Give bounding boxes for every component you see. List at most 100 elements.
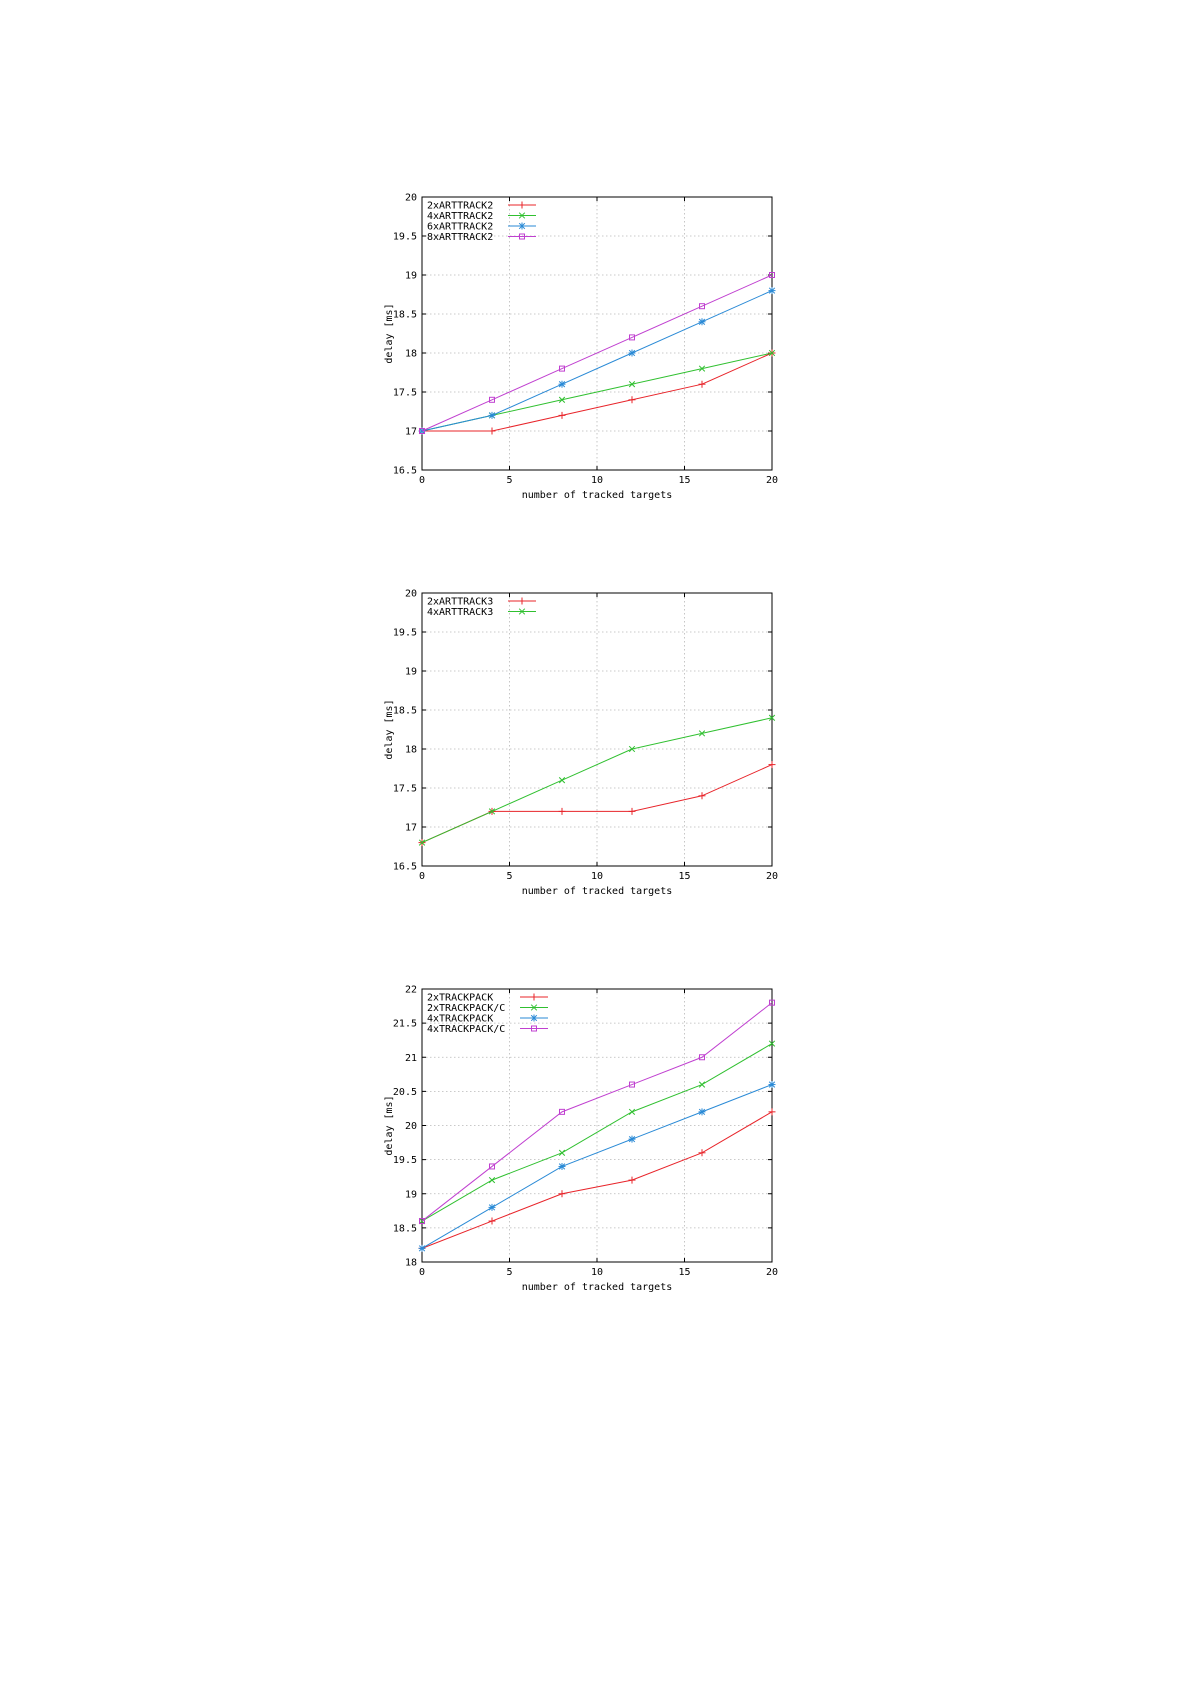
data-point bbox=[699, 1054, 705, 1061]
data-point bbox=[768, 1081, 776, 1089]
y-tick-label: 16.5 bbox=[393, 862, 417, 873]
y-tick-label: 17.5 bbox=[393, 388, 417, 399]
marker-stroke bbox=[559, 365, 565, 372]
marker-stroke bbox=[418, 839, 426, 846]
data-point bbox=[518, 212, 526, 219]
x-tick-label: 10 bbox=[591, 1267, 603, 1278]
data-point bbox=[628, 807, 636, 815]
data-point bbox=[768, 714, 776, 721]
marker-stroke bbox=[628, 1135, 636, 1143]
y-tick-label: 20 bbox=[405, 589, 417, 600]
data-point bbox=[628, 396, 636, 404]
marker-stroke bbox=[558, 1163, 566, 1170]
data-point bbox=[531, 1025, 537, 1032]
data-point bbox=[488, 411, 496, 419]
y-tick-label: 20 bbox=[405, 193, 417, 204]
marker-stroke bbox=[698, 365, 706, 372]
marker-stroke bbox=[698, 1108, 706, 1116]
y-tick-label: 20.5 bbox=[393, 1087, 417, 1098]
legend-label: 2xTRACKPACK/C bbox=[427, 1003, 505, 1014]
data-point bbox=[418, 1244, 426, 1252]
data-point bbox=[698, 1108, 706, 1116]
x-tick-label: 0 bbox=[419, 1267, 425, 1278]
x-tick-label: 0 bbox=[419, 475, 425, 486]
x-tick-label: 15 bbox=[678, 475, 690, 486]
y-tick-label: 19.5 bbox=[393, 232, 417, 243]
marker-stroke bbox=[768, 714, 776, 721]
y-tick-label: 21.5 bbox=[393, 1019, 417, 1030]
legend-label: 4xARTTRACK2 bbox=[427, 211, 493, 222]
data-point bbox=[628, 1108, 636, 1116]
chart-svg: 0 5 10 15 20 16.5 17 17.5 18 18.5 19 19.5 20 number o… bbox=[384, 193, 778, 502]
marker-stroke bbox=[768, 1040, 776, 1047]
data-point bbox=[418, 839, 426, 846]
y-tick-label: 19 bbox=[405, 667, 417, 678]
data-point bbox=[629, 1081, 635, 1088]
data-point bbox=[488, 427, 496, 435]
data-point bbox=[698, 792, 706, 800]
x-tick-label: 5 bbox=[506, 871, 512, 882]
marker-stroke bbox=[489, 1163, 495, 1170]
marker-stroke bbox=[488, 1176, 496, 1184]
marker-stroke bbox=[628, 745, 636, 753]
data-point bbox=[488, 808, 496, 815]
x-tick-label: 5 bbox=[506, 475, 512, 486]
marker-stroke bbox=[518, 212, 526, 219]
x-axis-label: number of tracked targets bbox=[522, 886, 673, 897]
data-point bbox=[419, 1218, 425, 1225]
marker-stroke bbox=[518, 608, 526, 615]
legend-label: 4xARTTRACK3 bbox=[427, 607, 493, 618]
series-line bbox=[421, 274, 773, 432]
marker-stroke bbox=[768, 1081, 776, 1088]
chart-artrack2: 0 5 10 15 20 16.5 17 17.5 18 18.5 19 19.5 20 number o… bbox=[380, 185, 850, 525]
marker-stroke bbox=[488, 1204, 496, 1211]
data-point bbox=[488, 1217, 496, 1225]
marker-stroke bbox=[769, 999, 775, 1006]
data-point bbox=[628, 381, 636, 388]
y-tick-label: 18 bbox=[405, 745, 417, 756]
data-point bbox=[489, 396, 495, 403]
data-point bbox=[768, 349, 776, 357]
data-point bbox=[518, 597, 526, 605]
x-tick-label: 15 bbox=[678, 871, 690, 882]
y-tick-label: 18.5 bbox=[393, 310, 417, 321]
marker-stroke bbox=[558, 396, 566, 403]
marker-stroke bbox=[531, 1025, 537, 1032]
y-tick-label: 19 bbox=[405, 1189, 417, 1200]
marker-stroke bbox=[418, 1245, 426, 1252]
marker-stroke bbox=[488, 412, 496, 419]
marker-stroke bbox=[519, 233, 525, 240]
data-point bbox=[768, 287, 776, 295]
y-tick-label: 17.5 bbox=[393, 784, 417, 795]
x-axis-label: number of tracked targets bbox=[522, 490, 673, 501]
marker-stroke bbox=[518, 222, 526, 230]
marker-stroke bbox=[559, 1108, 565, 1115]
marker-stroke bbox=[698, 730, 706, 737]
legend-label: 8xARTTRACK2 bbox=[427, 232, 493, 243]
y-tick-label: 18.5 bbox=[393, 1223, 417, 1234]
data-point bbox=[698, 730, 706, 737]
data-point bbox=[628, 1135, 636, 1143]
data-point bbox=[769, 999, 775, 1006]
legend-label: 6xARTTRACK2 bbox=[427, 222, 493, 233]
chart-trackpack: 0 5 10 15 20 18 18.5 19 19.5 20 20.5 21 21.5 22 number… bbox=[380, 977, 850, 1317]
marker-stroke bbox=[698, 1081, 706, 1088]
data-point bbox=[698, 365, 706, 372]
data-point bbox=[518, 222, 526, 230]
data-point bbox=[488, 1203, 496, 1211]
series-line bbox=[421, 290, 773, 432]
data-point bbox=[530, 1014, 538, 1022]
data-point bbox=[489, 1163, 495, 1170]
data-point bbox=[768, 761, 776, 769]
data-point bbox=[698, 318, 706, 326]
marker-stroke bbox=[419, 428, 425, 434]
chart-svg: 0 5 10 15 20 16.5 17 17.5 18 18.5 19 19.5 20 number o… bbox=[384, 589, 778, 898]
x-tick-label: 20 bbox=[766, 871, 778, 882]
x-tick-label: 0 bbox=[419, 871, 425, 882]
data-point bbox=[558, 396, 566, 403]
data-point bbox=[768, 1108, 776, 1116]
data-point bbox=[488, 1176, 496, 1184]
legend-label: 4xTRACKPACK bbox=[427, 1014, 493, 1025]
marker-stroke bbox=[558, 1149, 566, 1156]
x-tick-label: 5 bbox=[506, 1267, 512, 1278]
